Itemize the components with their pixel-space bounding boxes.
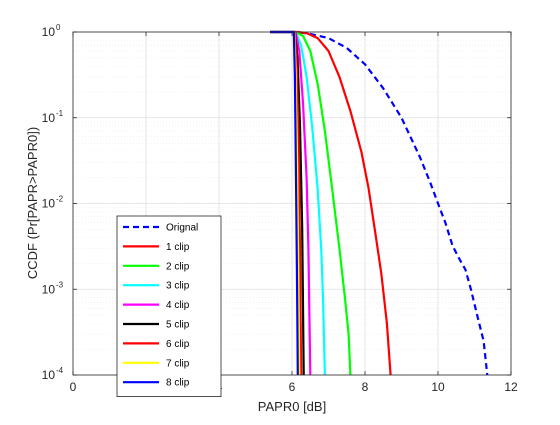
- y-tick-exponent: -1: [56, 109, 64, 118]
- legend-label: 5 clip: [166, 320, 190, 331]
- legend: Orignal 1 clip 2 clip 3 clip 4 clip 5 clip 6 c…: [116, 215, 222, 398]
- x-tick-label: 12: [504, 380, 518, 394]
- legend-label: 4 clip: [166, 300, 190, 311]
- x-tick-label: 10: [431, 380, 445, 394]
- y-tick-label: 10: [42, 25, 56, 39]
- y-tick-label: 10: [42, 111, 56, 125]
- y-tick-exponent: -4: [56, 366, 64, 375]
- legend-label: 1 clip: [166, 242, 190, 253]
- series-line-3: [270, 30, 352, 376]
- x-tick-label: 8: [362, 380, 369, 394]
- y-tick-label: 10: [42, 197, 56, 211]
- x-tick-label: 0: [70, 380, 77, 394]
- legend-label: 7 clip: [166, 358, 190, 369]
- y-axis-label: CCDF (Pr[PAPR>PAPR0]): [25, 127, 40, 279]
- y-tick-exponent: 0: [56, 23, 61, 32]
- legend-label: Orignal: [166, 223, 198, 234]
- y-tick-label: 10: [42, 368, 56, 382]
- y-tick-exponent: -2: [56, 195, 64, 204]
- series-line-2: [270, 30, 392, 376]
- legend-label: 3 clip: [166, 281, 190, 292]
- y-tick-label: 10: [42, 282, 56, 296]
- legend-label: 8 clip: [166, 378, 190, 389]
- x-axis-label: PAPR0 [dB]: [258, 399, 326, 414]
- series-line-1: [270, 30, 489, 376]
- x-tick-label: 6: [289, 380, 296, 394]
- legend-label: 6 clip: [166, 339, 190, 350]
- y-tick-exponent: -3: [56, 280, 64, 289]
- legend-label: 2 clip: [166, 261, 190, 272]
